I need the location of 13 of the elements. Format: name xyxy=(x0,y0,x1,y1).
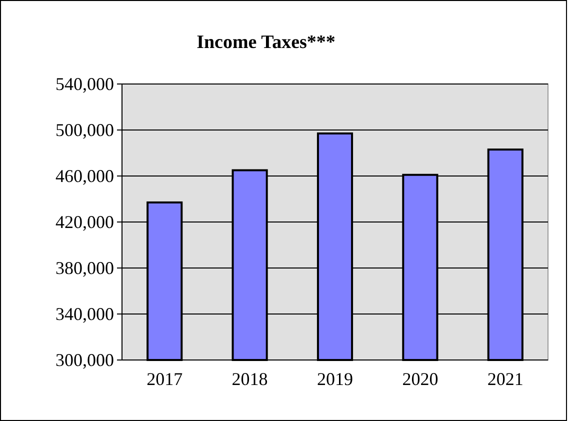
y-tick-label: 540,000 xyxy=(56,74,114,94)
x-tick-label: 2018 xyxy=(232,368,268,389)
y-tick-label: 420,000 xyxy=(56,212,114,232)
y-tick-label: 460,000 xyxy=(56,166,114,186)
x-tick-label: 2020 xyxy=(402,368,438,389)
y-tick-label: 380,000 xyxy=(56,258,114,278)
x-tick-label: 2021 xyxy=(487,368,524,389)
x-tick-label: 2017 xyxy=(146,368,183,389)
y-tick-label: 340,000 xyxy=(56,304,114,324)
x-tick-label: 2019 xyxy=(317,368,353,389)
y-tick-label: 500,000 xyxy=(56,120,114,140)
y-tick-label: 300,000 xyxy=(56,350,114,370)
chart-title: Income Taxes*** xyxy=(196,32,336,53)
